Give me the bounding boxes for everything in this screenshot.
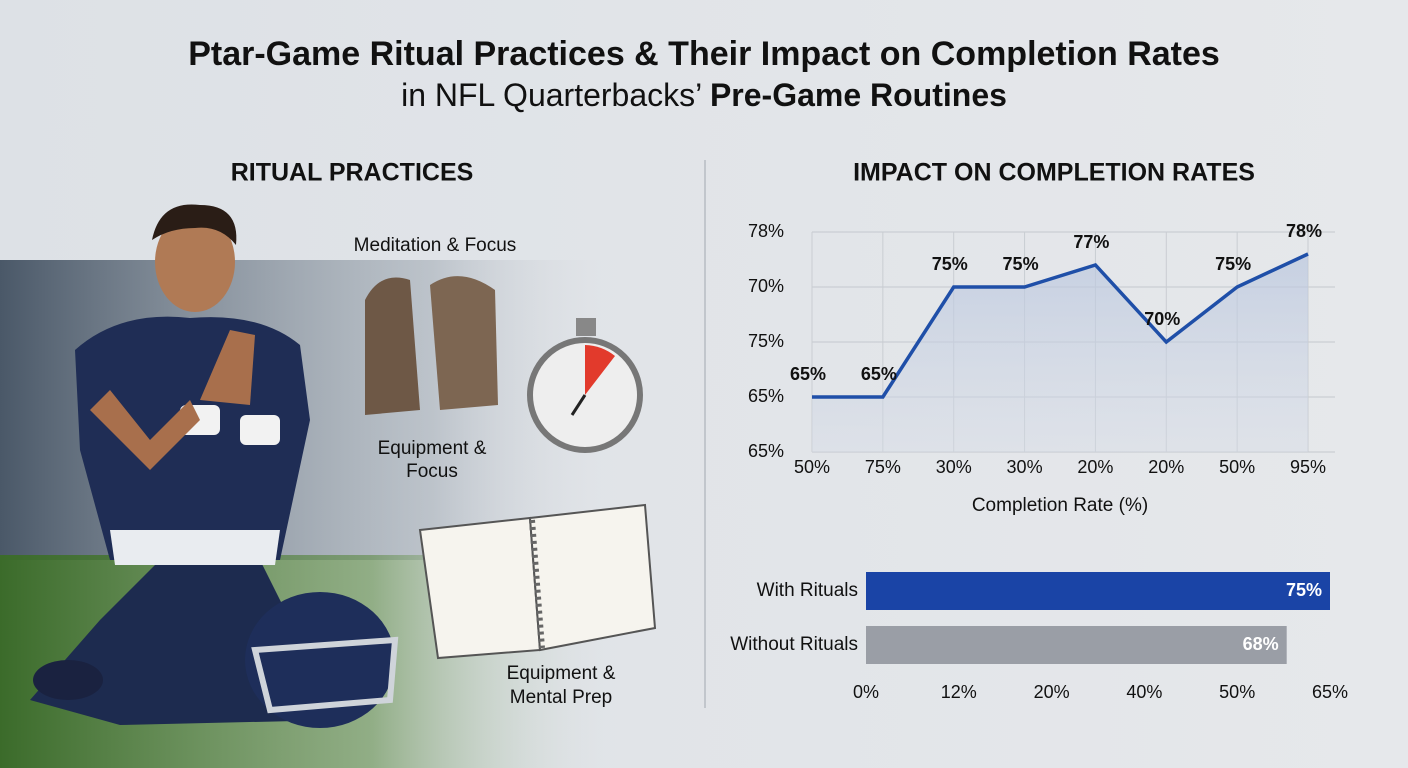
y-tick-label: 70%: [748, 276, 784, 296]
subtitle-text: in NFL Quarterbacks’: [401, 77, 710, 113]
y-tick-label: 78%: [748, 221, 784, 241]
bar: [866, 572, 1330, 610]
bar: [866, 626, 1287, 664]
x-tick-label: 75%: [865, 457, 901, 477]
subtitle-emphasis: Pre-Game Routines: [710, 77, 1007, 113]
value-label: 65%: [790, 364, 826, 384]
x-tick-label: 12%: [941, 682, 977, 702]
x-tick-label: 0%: [853, 682, 879, 702]
player: [30, 204, 399, 728]
practice-label: Mental Prep: [510, 687, 612, 708]
x-tick-label: 65%: [1312, 682, 1348, 702]
y-tick-label: 65%: [748, 441, 784, 461]
title-line-1: Ptar-Game Ritual Practices & Their Impac…: [188, 35, 1220, 73]
x-tick-label: 95%: [1290, 457, 1326, 477]
x-tick-label: 40%: [1126, 682, 1162, 702]
practice-label: Equipment &: [507, 663, 616, 684]
practice-label: Focus: [406, 461, 458, 482]
x-tick-label: 20%: [1148, 457, 1184, 477]
y-tick-label: 65%: [748, 386, 784, 406]
x-tick-label: 30%: [936, 457, 972, 477]
x-tick-label: 50%: [1219, 682, 1255, 702]
line: [812, 252, 1309, 399]
value-label: 78%: [1286, 221, 1322, 241]
x-tick-label: 30%: [1007, 457, 1043, 477]
category-label: Without Rituals: [730, 634, 858, 655]
y-tick-label: 75%: [748, 331, 784, 351]
left-heading: RITUAL PRACTICES: [231, 159, 474, 187]
practice-label: Equipment &: [378, 438, 487, 459]
value-label: 75%: [932, 254, 968, 274]
stopwatch-icon: [527, 318, 643, 453]
gloves-icon: [365, 276, 498, 415]
practice-label: Meditation & Focus: [354, 235, 517, 256]
x-tick-label: 50%: [794, 457, 830, 477]
value-label: 75%: [1215, 254, 1251, 274]
x-tick-label: 20%: [1077, 457, 1113, 477]
title-line-2: in NFL Quarterbacks’ Pre-Game Routines: [401, 77, 1007, 113]
value-label: 75%: [1286, 580, 1322, 600]
category-label: With Rituals: [757, 580, 858, 601]
value-label: 75%: [1003, 254, 1039, 274]
x-axis-label: Completion Rate (%): [972, 495, 1148, 516]
x-tick-label: 20%: [1034, 682, 1070, 702]
value-label: 68%: [1243, 634, 1279, 654]
value-label: 70%: [1144, 309, 1180, 329]
area: [812, 254, 1308, 452]
value-label: 65%: [861, 364, 897, 384]
right-heading: IMPACT ON COMPLETION RATES: [853, 159, 1255, 187]
value-label: 77%: [1073, 232, 1109, 252]
playbook-icon: [418, 503, 657, 660]
x-tick-label: 50%: [1219, 457, 1255, 477]
